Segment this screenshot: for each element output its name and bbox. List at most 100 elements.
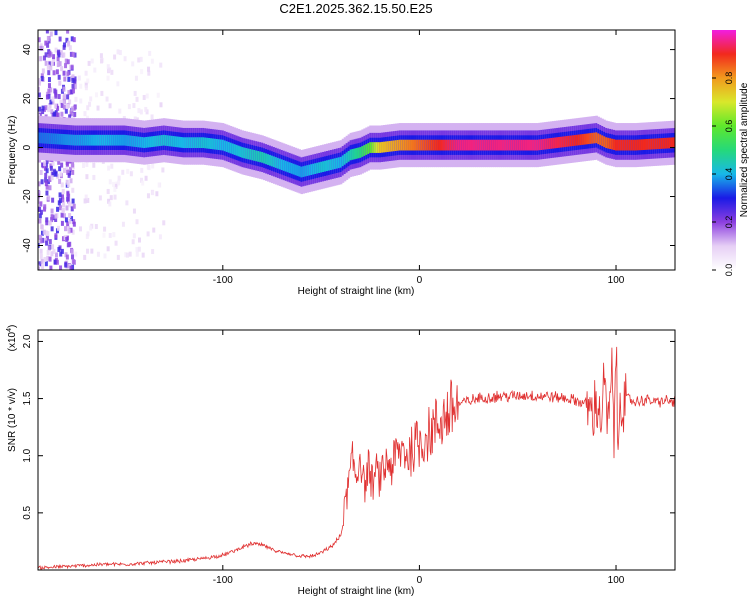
ridge-cell: [632, 139, 636, 151]
ridge-cell: [249, 149, 252, 160]
noise-speckle: [58, 61, 62, 67]
noise-speckle: [56, 225, 60, 231]
ridge-cell: [660, 138, 663, 149]
ridge-cell: [304, 165, 307, 177]
noise-speckle: [73, 84, 77, 90]
ridge-cell: [664, 137, 667, 149]
ridge-cell: [377, 142, 380, 153]
ridge-cell: [72, 134, 75, 146]
ridge-cell: [99, 134, 103, 146]
noise-speckle: [141, 180, 145, 186]
ridge-cell: [221, 139, 225, 151]
ridge-cell: [461, 139, 465, 151]
noise-speckle: [70, 206, 74, 212]
ridge-cell: [447, 139, 451, 151]
ridge-cell: [656, 138, 659, 150]
noise-speckle: [108, 232, 112, 238]
snr-series-line: [38, 346, 675, 570]
noise-speckle: [62, 104, 66, 110]
noise-speckle: [83, 254, 87, 260]
ridge-cell: [276, 157, 280, 169]
noise-speckle: [86, 78, 90, 84]
ridge-cell: [430, 139, 433, 151]
ridge-cell: [268, 154, 272, 166]
noise-speckle: [106, 75, 110, 81]
noise-speckle: [58, 178, 62, 184]
noise-speckle: [90, 248, 94, 254]
ridge-cell: [538, 139, 541, 151]
noise-speckle: [99, 58, 103, 64]
ridge-cell: [176, 136, 180, 148]
ridge-cell: [424, 139, 427, 151]
noise-speckle: [147, 66, 151, 72]
noise-speckle: [67, 182, 71, 188]
ridge-cell: [459, 139, 463, 151]
noise-speckle: [69, 227, 73, 233]
noise-speckle: [142, 94, 146, 100]
ridge-cell: [60, 133, 64, 145]
noise-speckle: [48, 50, 52, 56]
snr-ticks: -100 0 100 0.5 1.0 1.5 2.0: [22, 330, 675, 586]
noise-speckle: [55, 69, 59, 75]
noise-speckle: [114, 183, 118, 189]
ridge-cell: [532, 139, 536, 151]
ridge-cell: [445, 139, 449, 151]
noise-speckle: [139, 109, 143, 115]
ridge-cell: [561, 136, 565, 148]
noise-speckle: [83, 198, 87, 204]
noise-speckle: [107, 198, 111, 204]
ridge-cell: [119, 134, 123, 146]
ridge-cell: [540, 139, 543, 150]
ridge-cell: [213, 138, 217, 150]
noise-speckle: [41, 264, 45, 270]
noise-speckle: [50, 208, 54, 214]
ridge-cell: [573, 135, 577, 146]
ridge-cell: [554, 137, 557, 149]
noise-speckle: [44, 261, 48, 267]
noise-speckle: [42, 229, 46, 235]
ridge-cell: [605, 137, 608, 149]
ridge-cell: [56, 133, 60, 145]
noise-speckle: [156, 92, 160, 98]
noise-speckle: [132, 103, 136, 109]
ridge-cell: [672, 137, 675, 149]
noise-speckle: [72, 221, 76, 227]
ridge-cell: [316, 162, 319, 174]
ridge-cell: [298, 165, 302, 177]
ridge-cell: [550, 138, 553, 149]
ridge-cell: [469, 139, 473, 151]
noise-speckle: [66, 191, 70, 197]
noise-speckle: [38, 234, 40, 240]
noise-speckle: [110, 163, 114, 169]
noise-speckle: [77, 75, 81, 81]
noise-speckle: [38, 264, 40, 270]
noise-speckle: [56, 206, 60, 212]
ridge-cell: [233, 144, 237, 155]
noise-speckle: [62, 167, 66, 173]
noise-speckle: [46, 42, 50, 48]
ridge-cell: [548, 138, 551, 150]
ridge-cell: [593, 132, 596, 144]
ridge-cell: [589, 133, 593, 144]
noise-speckle: [47, 88, 51, 94]
ridge-cell: [379, 142, 382, 153]
noise-speckle: [46, 249, 50, 255]
ridge-cell: [381, 141, 384, 153]
ridge-cell: [231, 143, 235, 155]
noise-speckle: [125, 200, 129, 206]
ridge-cell: [284, 160, 288, 172]
ridge-cell: [520, 139, 524, 151]
noise-speckle: [40, 258, 44, 264]
ridge-cell: [105, 134, 109, 146]
ridge-cell: [194, 137, 197, 149]
noise-speckle: [39, 56, 43, 62]
noise-speckle: [161, 167, 165, 173]
noise-speckle: [59, 251, 63, 257]
noise-speckle: [70, 249, 74, 255]
ridge-cell: [318, 162, 321, 174]
noise-speckle: [93, 67, 97, 73]
ridge-cell: [131, 135, 134, 147]
noise-speckle: [135, 219, 139, 225]
ridge-cell: [326, 160, 329, 172]
ridge-cell: [192, 137, 195, 149]
